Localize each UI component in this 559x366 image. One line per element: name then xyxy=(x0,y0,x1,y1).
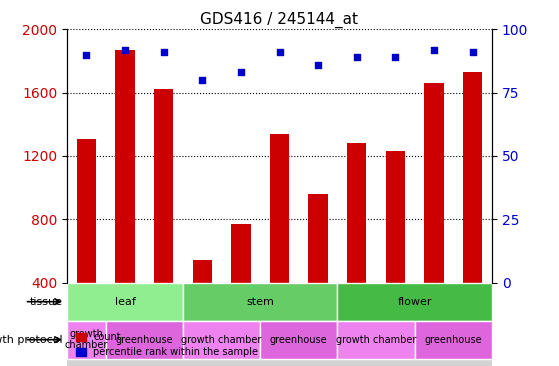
Text: greenhouse: greenhouse xyxy=(424,335,482,345)
Bar xyxy=(386,151,405,346)
Text: growth chamber: growth chamber xyxy=(181,335,262,345)
Text: leaf: leaf xyxy=(115,297,135,307)
Bar xyxy=(115,50,135,346)
Point xyxy=(352,54,361,60)
Point xyxy=(275,49,284,55)
FancyBboxPatch shape xyxy=(260,321,338,359)
FancyBboxPatch shape xyxy=(338,283,492,321)
Text: greenhouse: greenhouse xyxy=(270,335,328,345)
FancyBboxPatch shape xyxy=(106,321,183,359)
Legend: count, percentile rank within the sample: count, percentile rank within the sample xyxy=(72,329,262,361)
FancyBboxPatch shape xyxy=(67,321,106,359)
Point xyxy=(429,46,438,52)
Bar xyxy=(463,72,482,346)
Bar xyxy=(424,83,444,346)
Text: flower: flower xyxy=(397,297,432,307)
Bar xyxy=(77,139,96,346)
Text: growth chamber: growth chamber xyxy=(336,335,416,345)
Point xyxy=(236,70,245,75)
Text: growth protocol: growth protocol xyxy=(0,335,63,345)
Point xyxy=(82,52,91,57)
Bar xyxy=(309,194,328,346)
Text: stem: stem xyxy=(247,297,274,307)
Point xyxy=(198,77,207,83)
Bar xyxy=(270,134,289,346)
FancyBboxPatch shape xyxy=(415,321,492,359)
Bar xyxy=(154,89,173,346)
Point xyxy=(159,49,168,55)
Bar xyxy=(347,143,366,346)
Bar xyxy=(231,224,250,346)
FancyBboxPatch shape xyxy=(338,321,415,359)
Bar xyxy=(193,261,212,346)
Bar xyxy=(67,283,492,366)
FancyBboxPatch shape xyxy=(183,283,338,321)
Point xyxy=(391,54,400,60)
Text: tissue: tissue xyxy=(30,297,63,307)
Text: greenhouse: greenhouse xyxy=(116,335,173,345)
Point xyxy=(314,62,323,68)
FancyBboxPatch shape xyxy=(183,321,260,359)
FancyBboxPatch shape xyxy=(67,283,183,321)
Title: GDS416 / 245144_at: GDS416 / 245144_at xyxy=(201,12,358,28)
Point xyxy=(121,46,130,52)
Point xyxy=(468,49,477,55)
Text: growth
chamber: growth chamber xyxy=(65,329,108,351)
